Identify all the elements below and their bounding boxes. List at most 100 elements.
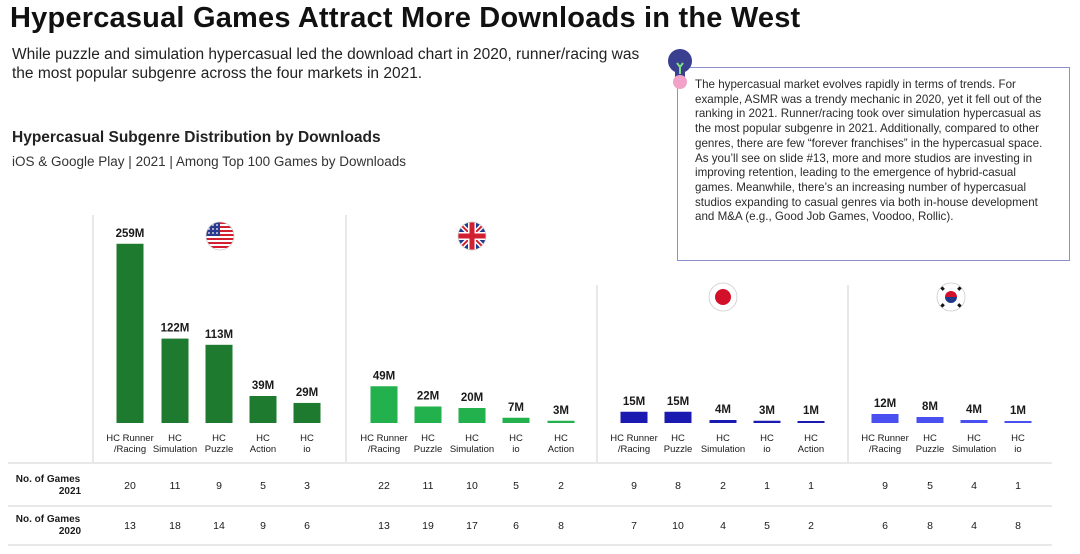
bar <box>414 406 442 423</box>
category-label: HC <box>760 433 774 444</box>
bar <box>620 411 648 423</box>
games-2021-cell: 11 <box>170 480 181 492</box>
games-2021-cell: 1 <box>808 480 814 492</box>
category-label: /Racing <box>368 444 400 455</box>
bar <box>797 421 825 423</box>
category-label: Puzzle <box>205 444 234 455</box>
category-label: HC <box>804 433 818 444</box>
value-label: 8M <box>922 401 938 413</box>
value-label: 4M <box>966 404 982 416</box>
category-label: HC Runner <box>861 433 909 444</box>
games-2020-cell: 9 <box>260 520 266 532</box>
games-2021-cell: 2 <box>720 480 726 492</box>
category-label: HC <box>421 433 435 444</box>
category-label: HC Runner <box>610 433 658 444</box>
chart-title: Hypercasual Subgenre Distribution by Dow… <box>12 129 381 146</box>
value-label: 12M <box>874 398 896 410</box>
value-label: 22M <box>417 391 439 403</box>
uk-flag-icon <box>457 221 487 251</box>
category-label: HC <box>465 433 479 444</box>
category-label: HC <box>716 433 730 444</box>
games-2021-cell: 2 <box>558 480 564 492</box>
bar <box>502 417 530 423</box>
korea-flag-icon <box>936 282 966 312</box>
bar <box>1004 421 1032 423</box>
category-label: HC <box>509 433 523 444</box>
games-2020-cell: 8 <box>927 520 933 532</box>
value-label: 3M <box>553 405 569 417</box>
games-2021-cell: 3 <box>304 480 310 492</box>
category-label: /Racing <box>869 444 901 455</box>
category-label: Action <box>250 444 276 455</box>
value-label: 7M <box>508 402 524 414</box>
value-label: 29M <box>296 387 318 399</box>
games-2020-cell: 13 <box>378 520 390 532</box>
value-label: 20M <box>461 392 483 404</box>
games-2021-cell: 8 <box>675 480 681 492</box>
games-2021-cell: 4 <box>971 480 977 492</box>
category-label: HC <box>212 433 226 444</box>
bar <box>664 411 692 423</box>
chart-subtitle: iOS & Google Play | 2021 | Among Top 100… <box>12 154 406 169</box>
category-label: HC <box>671 433 685 444</box>
category-label: io <box>303 444 310 455</box>
games-2020-cell: 7 <box>631 520 637 532</box>
us-flag-icon <box>205 221 235 251</box>
row-label: No. of Games <box>16 474 81 485</box>
category-label: Action <box>548 444 574 455</box>
category-label: /Racing <box>114 444 146 455</box>
bar <box>960 420 988 423</box>
games-2020-cell: 19 <box>422 520 434 532</box>
category-label: Simulation <box>153 444 197 455</box>
row-label: 2020 <box>59 526 82 537</box>
value-label: 1M <box>1010 405 1026 417</box>
category-label: Puzzle <box>916 444 945 455</box>
games-2021-cell: 9 <box>216 480 222 492</box>
category-label: Simulation <box>450 444 494 455</box>
value-label: 15M <box>667 396 689 408</box>
category-label: HC <box>256 433 270 444</box>
category-label: HC <box>1011 433 1025 444</box>
category-label: io <box>1014 444 1021 455</box>
value-label: 4M <box>715 404 731 416</box>
bar <box>116 243 144 423</box>
bar <box>249 396 277 423</box>
insight-note-text: The hypercasual market evolves rapidly i… <box>695 78 1043 224</box>
bar <box>871 414 899 423</box>
games-2021-cell: 5 <box>513 480 519 492</box>
category-label: HC <box>923 433 937 444</box>
category-label: Action <box>798 444 824 455</box>
lightbulb-icon <box>668 49 692 89</box>
row-label: 2021 <box>59 486 82 497</box>
games-2020-cell: 4 <box>971 520 977 532</box>
value-label: 49M <box>373 370 395 382</box>
category-label: Simulation <box>952 444 996 455</box>
games-2020-cell: 8 <box>1015 520 1021 532</box>
games-2021-cell: 5 <box>260 480 266 492</box>
games-2021-cell: 1 <box>764 480 770 492</box>
games-2020-cell: 4 <box>720 520 726 532</box>
games-2020-cell: 10 <box>672 520 684 532</box>
bar <box>458 408 486 423</box>
value-label: 3M <box>759 405 775 417</box>
games-2020-cell: 2 <box>808 520 814 532</box>
value-label: 259M <box>116 228 145 240</box>
page-title: Hypercasual Games Attract More Downloads… <box>10 2 801 34</box>
category-label: io <box>763 444 770 455</box>
games-2021-cell: 9 <box>631 480 637 492</box>
bar <box>753 420 781 423</box>
row-label: No. of Games <box>16 514 81 525</box>
category-label: HC <box>168 433 182 444</box>
games-2021-cell: 11 <box>423 480 434 492</box>
category-label: /Racing <box>618 444 650 455</box>
games-2021-cell: 22 <box>378 480 390 492</box>
games-2020-cell: 13 <box>124 520 136 532</box>
value-label: 113M <box>205 329 233 341</box>
bar <box>709 420 737 423</box>
bar <box>916 417 944 423</box>
games-2021-cell: 5 <box>927 480 933 492</box>
bar <box>161 338 189 423</box>
bar <box>547 420 575 423</box>
category-label: Puzzle <box>414 444 443 455</box>
